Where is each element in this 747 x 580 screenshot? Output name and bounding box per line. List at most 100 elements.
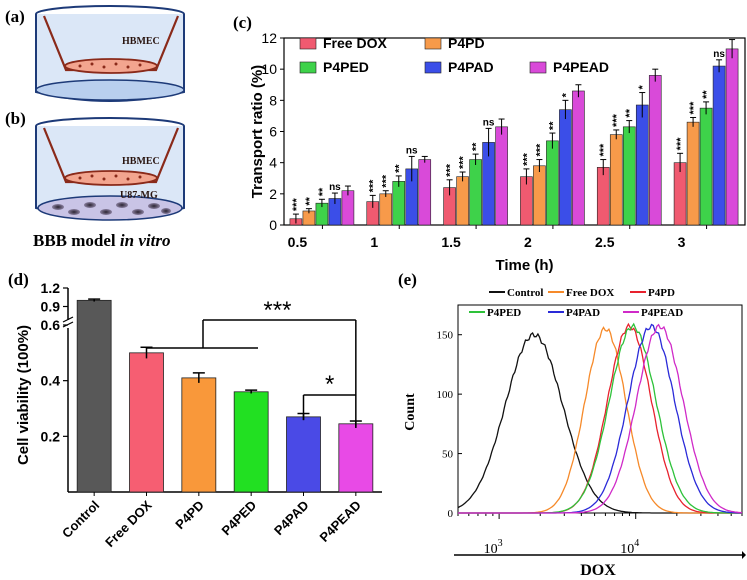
x-tick-label: P4PEAD: [317, 498, 364, 545]
y-tick-label: 12: [261, 30, 277, 46]
panel-label-a: (a): [5, 7, 25, 26]
x-tick-label: 104: [620, 538, 639, 557]
axis-break-mark: [62, 316, 74, 323]
y-tick-label: 0.2: [41, 428, 61, 444]
bar-p4pad: [635, 104, 649, 226]
significance-label: ***: [534, 143, 546, 157]
bar-p4ped: [622, 126, 636, 226]
well-bottom-a: [35, 79, 185, 101]
panel-label-b: (b): [5, 109, 26, 128]
panel-label-c: (c): [233, 13, 252, 32]
legend-label: P4PAD: [448, 59, 494, 75]
y-tick-label: 2: [269, 186, 277, 202]
bar-p4pd: [456, 176, 469, 226]
bar-free-dox: [673, 162, 687, 226]
histogram-p4pad: [458, 323, 742, 514]
hbmec-layer-a: [64, 58, 158, 74]
bar-free-dox: [596, 167, 610, 226]
y-tick-label: 0: [448, 508, 454, 520]
x-axis-label: Time (h): [495, 257, 553, 274]
significance-label: *: [637, 85, 649, 90]
significance-label: *: [560, 92, 572, 97]
significance-label: ***: [611, 113, 623, 127]
x-tick-label: P4PAD: [271, 498, 312, 539]
significance-label: ***: [368, 179, 380, 193]
legend-label: P4PED: [323, 59, 369, 75]
legend-label: P4PED: [487, 307, 521, 319]
dox-flow-cytometry-chart: 0 50 100 150 103 104 Count DOX Control Free DOX P4…: [403, 287, 746, 579]
x-tick-label: Control: [59, 498, 102, 541]
cells-a: [78, 62, 142, 69]
x-tick-label: P4PD: [172, 498, 207, 533]
x-tick-label: P4PED: [219, 498, 260, 539]
histogram-p4ped: [458, 322, 742, 514]
x-tick-label: Free DOX: [102, 497, 155, 550]
legend-swatch: [529, 61, 547, 74]
bar-p4pead: [338, 423, 374, 493]
panel-label-e: (e): [398, 270, 417, 289]
bar-p4pead: [495, 126, 508, 226]
bar-free-dox: [129, 352, 164, 493]
significance-label: ns: [329, 182, 341, 193]
bar-p4pad: [286, 416, 321, 493]
bar-p4pd: [533, 165, 546, 226]
bar-p4ped: [469, 159, 482, 226]
bar-p4ped: [392, 181, 406, 226]
y-tick-label: 0: [269, 217, 277, 233]
significance-label: ***: [291, 198, 303, 212]
legend-label: Free DOX: [323, 35, 387, 51]
bar-p4pd: [686, 121, 700, 226]
x-tick-label: 1: [370, 234, 378, 250]
y-tick-label: 8: [269, 92, 277, 108]
significance-label: **: [394, 164, 406, 173]
legend-swatch: [299, 61, 317, 74]
histogram-p4pead: [458, 323, 743, 514]
legend-label: P4PD: [448, 35, 485, 51]
significance-label: ***: [458, 155, 470, 169]
u87-label: U87-MG: [120, 190, 158, 201]
y-axis-label: Cell viability (100%): [15, 325, 32, 465]
y-tick-label: 4: [269, 155, 277, 171]
significance-label: *: [325, 371, 334, 398]
cells-b: [78, 174, 142, 181]
y-tick-label: 1.2: [41, 280, 61, 296]
legend-label: Control: [507, 287, 543, 299]
significance-label: ***: [263, 297, 291, 324]
bar-p4ped: [233, 391, 269, 493]
bar-p4ped: [699, 107, 713, 226]
bar-p4pad: [712, 65, 726, 226]
x-tick-label: 0.5: [288, 234, 308, 250]
bar-p4ped: [546, 140, 559, 226]
y-axis-label: Count: [403, 393, 418, 431]
y-tick-label: 0.9: [41, 299, 61, 315]
legend-label: P4PAD: [566, 307, 600, 319]
schematic-b: HBMEC U87-MG BBB model in vitro: [33, 117, 185, 250]
y-tick-label: 0.6: [41, 317, 61, 333]
plot-frame: [457, 304, 743, 514]
bar-p4pd: [181, 377, 217, 493]
significance-label: ns: [483, 117, 495, 128]
bar-p4pead: [572, 90, 585, 226]
x-tick-label: 2.5: [595, 234, 615, 250]
y-tick-label: 150: [437, 330, 454, 342]
u87-cells: [52, 202, 171, 215]
significance-label: **: [624, 108, 636, 117]
significance-label: ***: [521, 152, 533, 166]
cell-viability-chart: 0.2 0.4 0.6 0.9 1.2 Cell viability (100%) Cont…: [15, 280, 382, 550]
x-axis-arrowhead: [742, 551, 746, 559]
bar-p4pead: [725, 48, 739, 226]
significance-label: ns: [406, 145, 418, 156]
significance-label: ***: [688, 101, 700, 115]
legend-swatch: [299, 37, 317, 50]
significance-label: **: [701, 90, 713, 99]
bar-p4pad: [559, 109, 572, 226]
legend-label: Free DOX: [566, 287, 614, 299]
bar-p4pead: [418, 159, 432, 226]
bar-p4pd: [609, 134, 623, 226]
legend-swatch: [424, 37, 442, 50]
bar-p4pd: [379, 193, 393, 226]
significance-label: ***: [381, 174, 393, 188]
schematic-a: HBMEC: [35, 5, 185, 102]
y-tick-label: 10: [261, 61, 277, 77]
